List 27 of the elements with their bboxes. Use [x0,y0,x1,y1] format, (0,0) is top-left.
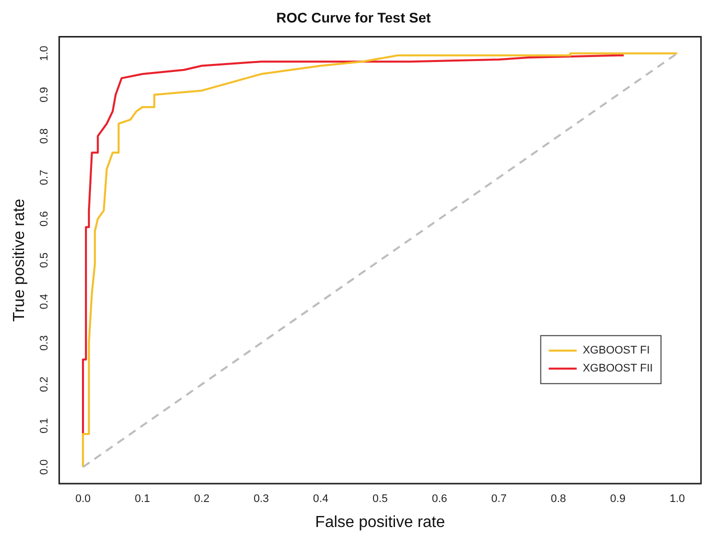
x-tick-label: 0.1 [134,493,150,506]
x-axis-title: False positive rate [315,514,446,531]
x-tick-label: 0.3 [254,493,269,506]
x-tick-label: 0.9 [610,493,626,506]
y-tick-label: 0.6 [38,211,51,226]
x-tick-label: 0.2 [194,493,210,506]
text: 1.0 [38,46,51,61]
text: 1.0 [670,493,685,506]
x-tick-label: 0.7 [491,493,507,506]
y-tick-label: 0.3 [38,335,51,351]
x-tick-label: 0.5 [372,493,388,506]
text: 0.0 [75,493,91,506]
y-tick-label: 0.1 [38,418,51,434]
x-tick-label: 0.4 [313,493,328,506]
y-tick-label: 0.4 [38,294,51,310]
x-tick-label: 0.6 [432,493,448,506]
chart-title: ROC Curve for Test Set [276,9,432,26]
legend-label: XGBOOST FII [582,362,653,375]
y-tick-label: 0.9 [38,87,51,102]
y-tick-label: 0.5 [38,252,51,268]
text: 0.0 [38,459,51,475]
y-axis-title: True positive rate [11,198,28,322]
y-tick-label: 0.8 [38,128,51,144]
y-tick-label: 0.7 [38,170,51,186]
y-tick-label: 0.2 [38,376,51,392]
legend-label: XGBOOST FI [582,344,650,357]
x-tick-label: 0.8 [550,493,566,506]
